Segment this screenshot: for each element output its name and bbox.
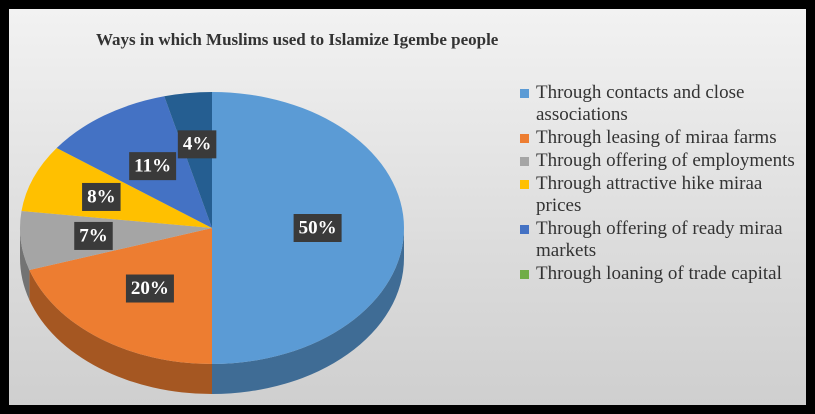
pie-slice	[29, 228, 212, 364]
data-label-box	[74, 221, 113, 250]
legend-label: Through offering of ready miraa markets	[536, 218, 783, 261]
pie-slice	[19, 210, 213, 271]
data-label-text: 4%	[183, 134, 212, 155]
legend-swatch	[520, 89, 529, 98]
data-label-text: 8%	[87, 186, 116, 207]
pie-slice-side	[212, 228, 404, 394]
data-label: 8%	[82, 182, 121, 211]
data-label-box	[177, 130, 217, 159]
legend-swatch	[520, 134, 529, 143]
data-label: 7%	[74, 221, 113, 250]
data-label-box	[293, 214, 342, 242]
legend-swatch	[520, 180, 529, 189]
legend-item: Through leasing of miraa farms	[516, 127, 808, 149]
legend-label: Through leasing of miraa farms	[536, 127, 777, 148]
data-label-box	[82, 182, 121, 211]
data-label-box	[129, 152, 177, 181]
pie-slice-side	[20, 228, 30, 301]
legend-item: Through loaning of trade capital	[516, 263, 808, 285]
legend-label: Through contacts and close associations	[536, 82, 745, 125]
legend-item: Through contacts and close associations	[516, 82, 808, 126]
data-label-text: 20%	[131, 278, 169, 299]
pie-slice	[164, 92, 212, 228]
legend-label: Through attractive hike miraa prices	[536, 173, 763, 216]
legend-swatch	[520, 270, 529, 279]
data-label: 20%	[125, 274, 174, 303]
legend-label: Through loaning of trade capital	[536, 263, 782, 284]
pie-slice-side	[29, 270, 212, 394]
legend: Through contacts and close associations T…	[516, 82, 808, 286]
data-label: 4%	[177, 130, 217, 159]
data-label-text: 50%	[299, 217, 337, 238]
data-label: 11%	[129, 152, 177, 181]
legend-label: Through offering of employments	[536, 150, 795, 171]
legend-item: Through attractive hike miraa prices	[516, 173, 808, 217]
data-label-text: 7%	[79, 225, 108, 246]
data-label: 50%	[293, 214, 342, 242]
legend-item: Through offering of employments	[516, 150, 808, 172]
legend-item: Through offering of ready miraa markets	[516, 218, 808, 262]
legend-swatch	[520, 225, 529, 234]
legend-swatch	[520, 157, 529, 166]
data-label-text: 11%	[134, 155, 171, 176]
data-label-box	[125, 274, 174, 303]
chart-title: Ways in which Muslims used to Islamize I…	[96, 30, 499, 49]
